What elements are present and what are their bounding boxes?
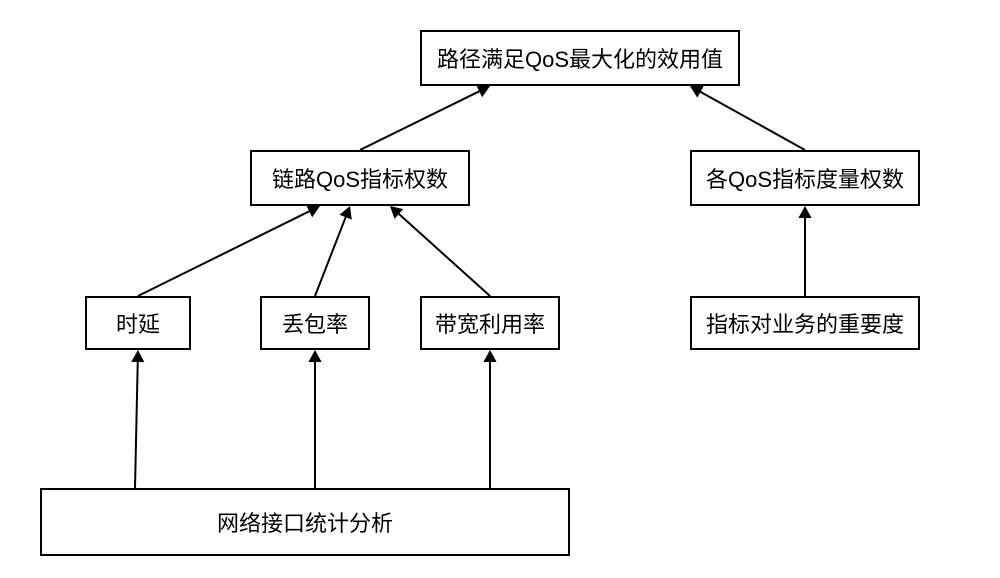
node-delay: 时延 (85, 296, 191, 350)
node-metric-weight: 各QoS指标度量权数 (690, 150, 920, 206)
node-link-qos: 链路QoS指标权数 (250, 150, 470, 206)
node-loss: 丢包率 (260, 296, 370, 350)
diagram-canvas: 路径满足QoS最大化的效用值 链路QoS指标权数 各QoS指标度量权数 时延 丢… (0, 0, 1000, 578)
node-importance: 指标对业务的重要度 (690, 296, 920, 350)
node-root: 路径满足QoS最大化的效用值 (420, 30, 740, 86)
node-bw: 带宽利用率 (420, 296, 560, 350)
node-nic-stats: 网络接口统计分析 (40, 488, 570, 556)
